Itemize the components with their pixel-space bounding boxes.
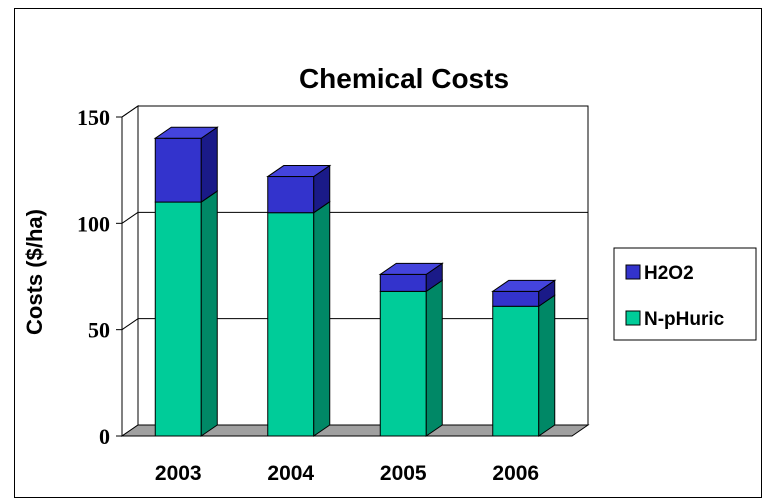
x-tick-label: 2004 xyxy=(267,462,314,485)
bar-top-H2O2-2004 xyxy=(266,165,332,178)
x-tick-label: 2003 xyxy=(155,462,202,485)
y-tick-label: 0 xyxy=(99,424,110,449)
legend-label-H2O2: H2O2 xyxy=(644,263,694,284)
bar-side-N-pHuric-2004 xyxy=(313,200,331,437)
plot-area: 0 50 100 150 2003 2004 2005 2006 xyxy=(77,105,590,485)
bar-top-H2O2-2006 xyxy=(491,279,557,292)
bar-N-pHuric-2005 xyxy=(379,290,427,437)
side-wall xyxy=(121,105,139,437)
bar-top-H2O2-2003 xyxy=(153,126,219,139)
bar-H2O2-2003 xyxy=(154,137,202,203)
chart-title: Chemical Costs xyxy=(299,63,509,94)
bar-N-pHuric-2003 xyxy=(154,201,202,437)
y-axis-label: Costs ($/ha) xyxy=(22,209,47,335)
y-tick-label: 50 xyxy=(88,318,110,343)
bar-side-N-pHuric-2003 xyxy=(200,190,218,437)
legend-label-N-pHuric: N-pHuric xyxy=(644,309,725,330)
bar-side-N-pHuric-2005 xyxy=(425,279,443,437)
bar-H2O2-2005 xyxy=(379,273,427,292)
gridline-side xyxy=(121,105,139,118)
gridline-side xyxy=(121,211,139,224)
x-tick-label: 2005 xyxy=(380,462,427,485)
bar-side-N-pHuric-2006 xyxy=(538,294,556,437)
x-tick-label: 2006 xyxy=(492,462,539,485)
bar-top-H2O2-2005 xyxy=(378,262,444,275)
legend: H2O2 N-pHuric xyxy=(613,247,757,341)
legend-swatch-H2O2 xyxy=(625,264,641,280)
y-tick-label: 150 xyxy=(77,105,110,130)
legend-swatch-N-pHuric xyxy=(625,310,641,326)
bar-H2O2-2004 xyxy=(267,176,315,214)
bar-side-H2O2-2003 xyxy=(200,126,218,204)
y-tick-label: 100 xyxy=(77,211,110,236)
bar-N-pHuric-2006 xyxy=(492,305,540,437)
bar-H2O2-2006 xyxy=(492,290,540,307)
bar-N-pHuric-2004 xyxy=(267,212,315,437)
gridline-side xyxy=(121,318,139,331)
